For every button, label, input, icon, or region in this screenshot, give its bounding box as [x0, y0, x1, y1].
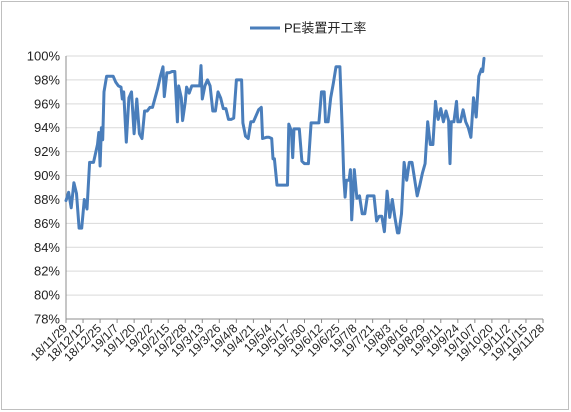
- y-tick-label: 78%: [34, 312, 60, 327]
- y-tick-label: 80%: [34, 288, 60, 303]
- y-tick-label: 90%: [34, 168, 60, 183]
- y-tick-label: 86%: [34, 216, 60, 231]
- x-axis-ticks: 18/11/2918/12/1218/12/2519/1/719/1/2019/…: [28, 319, 547, 364]
- y-tick-label: 92%: [34, 144, 60, 159]
- y-tick-label: 82%: [34, 264, 60, 279]
- y-tick-label: 88%: [34, 192, 60, 207]
- y-tick-label: 98%: [34, 72, 60, 87]
- y-tick-label: 96%: [34, 96, 60, 111]
- y-tick-label: 84%: [34, 240, 60, 255]
- series-layer: [64, 56, 486, 235]
- series-line: [64, 56, 486, 235]
- gridlines: [66, 55, 543, 296]
- axes: [65, 56, 543, 320]
- y-tick-label: 94%: [34, 120, 60, 135]
- legend: PE装置开工率: [250, 21, 366, 36]
- legend-label: PE装置开工率: [284, 21, 366, 36]
- y-axis-ticks: 78% 80% 82% 84% 86% 88% 90% 92% 94% 96% 98% 100%: [27, 49, 61, 327]
- y-tick-label: 100%: [27, 49, 61, 64]
